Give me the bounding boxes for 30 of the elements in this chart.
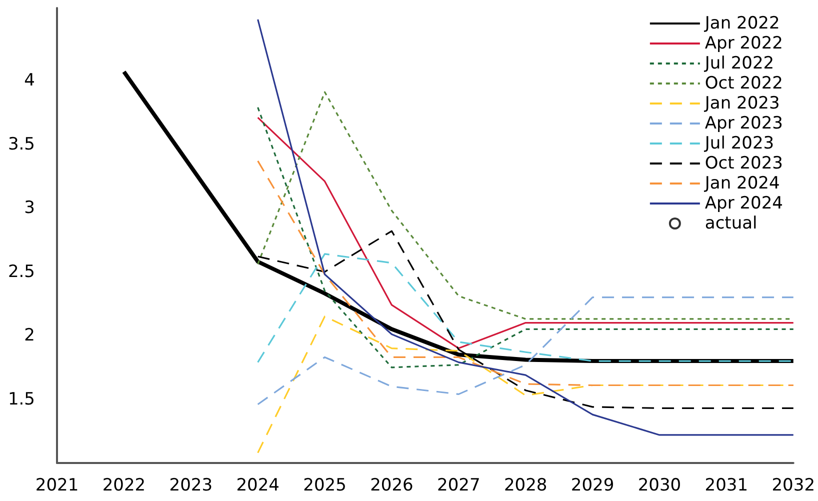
x-tick-label: 2027: [437, 476, 480, 496]
legend-label: Jul 2023: [704, 134, 774, 154]
y-tick-label: 2: [24, 326, 35, 346]
y-tick-label: 2.5: [8, 262, 35, 282]
legend-label: Oct 2023: [704, 154, 783, 174]
x-tick-label: 2025: [303, 476, 346, 496]
x-tick-label: 2031: [704, 476, 748, 496]
legend-label: Oct 2022: [704, 74, 783, 94]
y-tick-label: 4: [24, 70, 35, 91]
x-tick-label: 2024: [236, 476, 280, 496]
y-tick-label: 1.5: [8, 389, 35, 410]
legend-label: actual: [704, 214, 758, 234]
y-tick-label: 3: [24, 198, 35, 218]
x-tick-label: 2023: [169, 476, 213, 496]
legend-label: Apr 2023: [704, 114, 783, 134]
x-tick-label: 2022: [102, 476, 146, 496]
x-tick-label: 2026: [370, 476, 414, 496]
x-tick-label: 2021: [35, 476, 79, 496]
legend-label: Jul 2022: [704, 54, 774, 74]
legend-label: Apr 2024: [704, 194, 783, 214]
x-tick-label: 2029: [570, 476, 614, 496]
y-tick-label: 3.5: [8, 134, 35, 154]
legend-label: Jan 2022: [704, 14, 780, 34]
x-tick-label: 2028: [504, 476, 548, 496]
x-tick-label: 2032: [772, 476, 815, 496]
legend-label: Jan 2023: [704, 94, 780, 114]
legend-label: Apr 2022: [704, 34, 783, 54]
x-tick-label: 2030: [638, 476, 682, 496]
line-series: [257, 296, 794, 406]
legend-label: Jan 2024: [704, 174, 780, 194]
